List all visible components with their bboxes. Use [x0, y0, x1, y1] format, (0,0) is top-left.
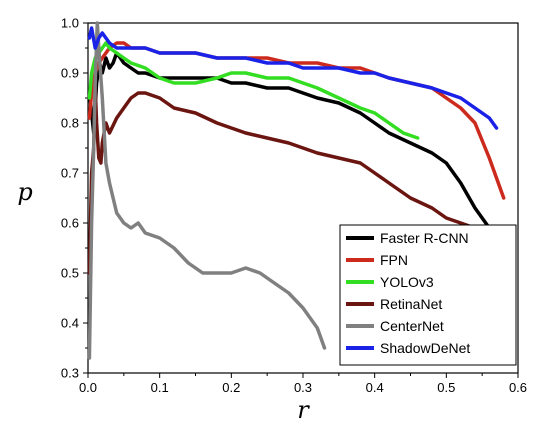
y-axis: 0.3 0.4 0.5 0.6 0.7 0.8 0.9 1.0 — [61, 16, 88, 381]
series-lines — [87, 21, 506, 360]
x-tick-label: 0.3 — [294, 380, 312, 395]
legend-label: CenterNet — [380, 318, 444, 334]
legend-label: RetinaNet — [380, 296, 442, 312]
x-axis: 0.0 0.1 0.2 0.3 0.4 0.5 0.6 — [79, 373, 527, 395]
series-line-retinanet — [87, 86, 492, 275]
legend-label: FPN — [380, 252, 408, 268]
series-line-faster-r-cnn — [87, 51, 492, 230]
x-tick-label: 0.0 — [79, 380, 97, 395]
y-tick-label: 0.4 — [61, 316, 79, 331]
x-tick-label: 0.5 — [437, 380, 455, 395]
y-tick-label: 0.7 — [61, 166, 79, 181]
x-tick-label: 0.4 — [366, 380, 384, 395]
legend-box — [339, 224, 517, 366]
x-tick-label: 0.2 — [222, 380, 240, 395]
y-tick-label: 1.0 — [61, 16, 79, 31]
legend: Faster R-CNN FPN YOLOv3 RetinaNet CenterNet S… — [339, 224, 517, 366]
y-tick-label: 0.9 — [61, 66, 79, 81]
y-tick-label: 0.8 — [61, 116, 79, 131]
x-tick-label: 0.6 — [509, 380, 527, 395]
legend-label: YOLOv3 — [380, 274, 434, 290]
y-tick-label: 0.6 — [61, 216, 79, 231]
y-tick-label: 0.3 — [61, 366, 79, 381]
legend-label: Faster R-CNN — [380, 230, 469, 246]
y-tick-label: 0.5 — [61, 266, 79, 281]
series-line-centernet — [87, 21, 327, 360]
y-axis-title: p — [17, 178, 32, 206]
legend-label: ShadowDeNet — [380, 340, 470, 356]
series-line-yolov3 — [87, 41, 420, 140]
series-line-shadowdenet — [87, 26, 499, 130]
x-tick-label: 0.1 — [151, 380, 169, 395]
x-axis-title: r — [297, 396, 310, 424]
